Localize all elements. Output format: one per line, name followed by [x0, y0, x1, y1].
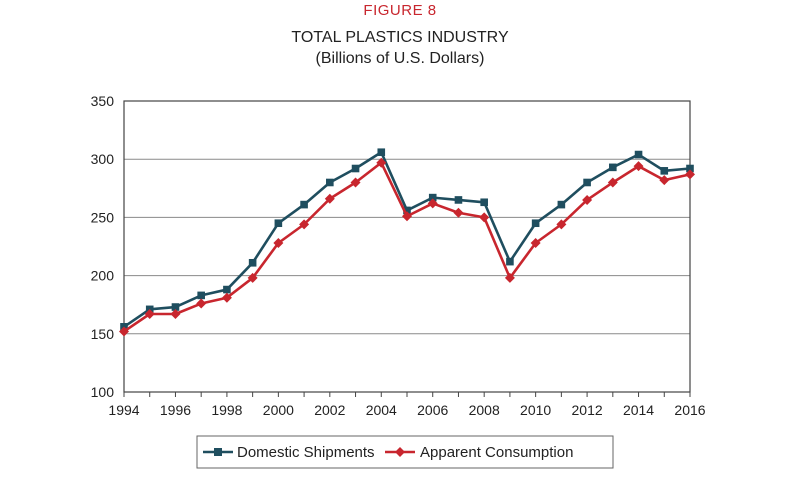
data-point [247, 272, 258, 283]
chart-title: TOTAL PLASTICS INDUSTRY [291, 29, 509, 46]
x-axis-ticks: 1994 1996 1998 2000 2002 2004 2006 2008 2010 2012… [108, 392, 706, 418]
data-point [248, 258, 257, 267]
data-point [402, 211, 412, 222]
data-point [506, 257, 514, 266]
x-tick-label: 2010 [520, 402, 551, 418]
y-axis-ticks: 100 150 200 250 300 350 [91, 93, 115, 400]
legend-marker [214, 448, 222, 456]
data-point [659, 175, 670, 186]
data-point [582, 194, 593, 205]
data-point [274, 219, 283, 228]
legend: Domestic Shipments Apparent Consumption [196, 435, 614, 469]
data-point [607, 177, 618, 188]
data-point [634, 150, 643, 159]
legend-entry: Domestic Shipments [203, 444, 375, 461]
series-2 [119, 157, 695, 337]
chart-subtitle: (Billions of U.S. Dollars) [315, 50, 485, 67]
data-point [427, 198, 438, 209]
data-point [377, 148, 386, 157]
data-point [326, 178, 334, 187]
y-tick-label: 300 [91, 151, 115, 167]
data-point [453, 207, 464, 218]
data-point [119, 326, 129, 337]
data-point [428, 193, 437, 202]
grid-lines [124, 158, 690, 335]
y-tick-label: 150 [91, 326, 115, 342]
x-tick-label: 2004 [366, 402, 397, 418]
legend-entry: Apparent Consumption [385, 444, 573, 461]
data-point [273, 238, 284, 249]
plot-frame [123, 100, 691, 393]
x-tick-label: 2002 [314, 402, 345, 418]
data-point [171, 303, 180, 311]
x-tick-label: 2006 [417, 402, 448, 418]
data-point [660, 167, 669, 175]
data-point [480, 198, 488, 207]
x-tick-label: 1998 [211, 402, 242, 418]
x-tick-label: 2014 [623, 402, 654, 418]
data-point [686, 164, 694, 173]
series-line [123, 161, 691, 333]
data-point [583, 178, 591, 187]
x-tick-label: 2012 [572, 402, 603, 418]
y-tick-label: 100 [91, 384, 115, 400]
x-tick-label: 2016 [674, 402, 705, 418]
data-point [685, 169, 695, 180]
data-point [376, 157, 387, 168]
x-tick-label: 1996 [160, 402, 191, 418]
y-tick-label: 350 [91, 93, 115, 109]
data-point [557, 200, 566, 209]
x-tick-label: 2008 [469, 402, 500, 418]
data-point [300, 200, 308, 209]
legend-marker [395, 447, 405, 457]
data-point [633, 161, 644, 172]
y-tick-label: 250 [91, 209, 115, 225]
data-point [324, 193, 335, 204]
data-point [196, 298, 207, 309]
data-point [531, 219, 540, 228]
x-tick-label: 1994 [108, 402, 139, 418]
data-point [351, 164, 360, 173]
data-point [350, 177, 361, 188]
figure-label: FIGURE 8 [363, 2, 437, 19]
data-point [197, 291, 205, 300]
data-point [144, 309, 155, 320]
data-point [223, 285, 231, 294]
data-point [504, 272, 515, 283]
data-point [221, 292, 232, 303]
data-point [479, 212, 490, 223]
legend-label: Domestic Shipments [237, 444, 375, 461]
y-tick-label: 200 [91, 268, 115, 284]
data-point [530, 238, 541, 249]
data-point [556, 219, 567, 230]
x-tick-label: 2000 [263, 402, 294, 418]
data-point [170, 309, 181, 320]
data-point [454, 196, 463, 204]
series-layer [119, 148, 695, 337]
legend-label: Apparent Consumption [420, 444, 573, 461]
data-point [609, 163, 617, 172]
data-point [403, 206, 411, 215]
data-point [299, 219, 310, 230]
